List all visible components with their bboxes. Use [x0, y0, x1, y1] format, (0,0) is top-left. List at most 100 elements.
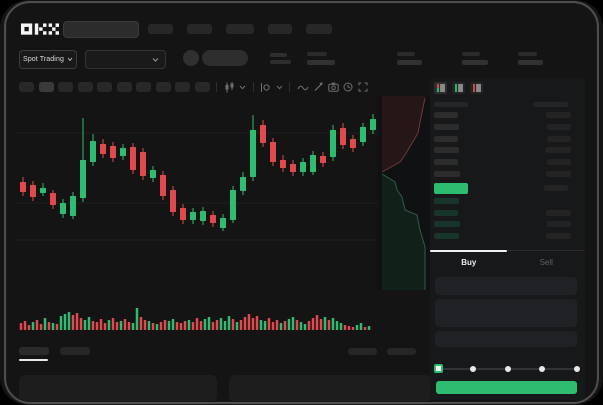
volume-bar: [239, 320, 243, 330]
slider-step-dot[interactable]: [539, 366, 546, 372]
buy-submit-button[interactable]: [436, 381, 577, 394]
timeframe-button[interactable]: [19, 82, 34, 92]
ask-row[interactable]: [434, 112, 571, 118]
depth-asks-line: [381, 97, 426, 173]
chevron-down-icon[interactable]: [239, 85, 246, 90]
avatar[interactable]: [183, 50, 199, 66]
bid-price-bar: [434, 210, 458, 216]
bid-price-bar: [434, 221, 460, 227]
timeframe-button[interactable]: [155, 82, 171, 92]
volume-bar: [115, 322, 119, 330]
chevron-down-icon[interactable]: [276, 85, 283, 90]
nav-item[interactable]: [226, 24, 254, 34]
volume-bar: [75, 313, 79, 330]
last-price-badge[interactable]: [434, 183, 468, 194]
volume-bar: [95, 322, 99, 330]
ask-price-bar: [434, 136, 458, 142]
mode-icon-color: [436, 88, 439, 90]
nav-item[interactable]: [187, 24, 212, 34]
timeframe-button[interactable]: [194, 82, 210, 92]
tab-buy[interactable]: Buy: [461, 258, 477, 267]
candle-body: [260, 125, 266, 143]
chart-range-button[interactable]: [387, 348, 416, 355]
slider-handle[interactable]: [433, 364, 443, 373]
bid-row[interactable]: [434, 210, 571, 216]
slider-step-dot[interactable]: [574, 366, 580, 372]
mode-icon-dash: [458, 86, 463, 88]
order-history-panel[interactable]: [229, 375, 431, 402]
line-tool-icon[interactable]: [297, 83, 309, 92]
volume-bar: [331, 318, 335, 330]
volume-bar: [99, 319, 103, 330]
volume-bar: [211, 322, 215, 330]
trade-form-input[interactable]: [435, 299, 577, 327]
volume-bar: [35, 320, 39, 330]
amount-slider[interactable]: [433, 363, 580, 375]
screenshot-icon[interactable]: [327, 82, 339, 92]
volume-bar: [139, 317, 143, 330]
clock-icon[interactable]: [343, 82, 353, 92]
fullscreen-icon[interactable]: [358, 82, 368, 92]
bid-price-bar: [434, 233, 459, 239]
indicators-icon[interactable]: [260, 82, 271, 93]
bottom-tab-active[interactable]: [19, 347, 49, 361]
timeframe-button[interactable]: [38, 82, 54, 92]
orderbook-mode-icon[interactable]: [434, 82, 447, 94]
ask-row[interactable]: [434, 136, 571, 142]
volume-bar: [275, 320, 279, 330]
tab-sell[interactable]: Sell: [539, 258, 553, 267]
open-orders-panel[interactable]: [19, 375, 217, 402]
volume-bar: [299, 322, 303, 330]
timeframe-button[interactable]: [58, 82, 73, 92]
candle-style-icon[interactable]: [224, 81, 235, 93]
ask-amount-bar: [546, 112, 571, 118]
ticker-stat: [462, 52, 488, 65]
market-type-selector[interactable]: Spot Trading: [19, 50, 77, 69]
pair-selector[interactable]: [85, 50, 166, 69]
volume-bar: [231, 319, 235, 330]
draw-tool-icon[interactable]: [313, 82, 323, 92]
mode-icon-row: [454, 84, 463, 86]
bid-row[interactable]: [434, 198, 571, 204]
trade-form-input[interactable]: [435, 277, 577, 295]
orderbook-mode-icon[interactable]: [470, 82, 483, 94]
volume-bar: [255, 316, 259, 330]
bid-row[interactable]: [434, 221, 571, 227]
timeframe-button[interactable]: [116, 82, 132, 92]
ask-row[interactable]: [434, 171, 571, 177]
nav-item[interactable]: [306, 24, 332, 34]
timeframe-button[interactable]: [175, 82, 190, 92]
ask-row[interactable]: [434, 159, 571, 165]
candle-body: [50, 193, 56, 205]
slider-step-dot[interactable]: [469, 366, 476, 372]
mode-icon-color: [454, 90, 457, 92]
candle-body: [340, 128, 346, 145]
ask-amount-bar: [546, 171, 571, 177]
ask-row[interactable]: [434, 147, 571, 153]
timeframe-button[interactable]: [136, 82, 151, 92]
orderbook-mode-icon[interactable]: [452, 82, 465, 94]
bottom-tab[interactable]: [60, 347, 90, 355]
timeframe-button[interactable]: [77, 82, 93, 92]
ask-amount-bar: [547, 159, 571, 165]
slider-step-dot[interactable]: [504, 366, 511, 372]
volume-bar: [363, 327, 367, 330]
nav-item[interactable]: [148, 24, 173, 34]
ask-row[interactable]: [434, 124, 571, 130]
bid-row[interactable]: [434, 233, 571, 239]
mode-icon-dash: [476, 88, 481, 90]
account-button[interactable]: [202, 50, 248, 66]
timeframe-button[interactable]: [97, 82, 112, 92]
okx-logo[interactable]: [21, 23, 59, 41]
chart-range-button[interactable]: [348, 348, 377, 355]
mode-icon-dash: [476, 84, 481, 86]
trade-form-input[interactable]: [435, 331, 577, 347]
balance-summary: [270, 53, 291, 64]
nav-item[interactable]: [268, 24, 292, 34]
volume-bar: [27, 325, 31, 330]
depth-asks-area: [382, 96, 425, 172]
search-input[interactable]: [63, 21, 139, 38]
volume-bar: [151, 323, 155, 330]
